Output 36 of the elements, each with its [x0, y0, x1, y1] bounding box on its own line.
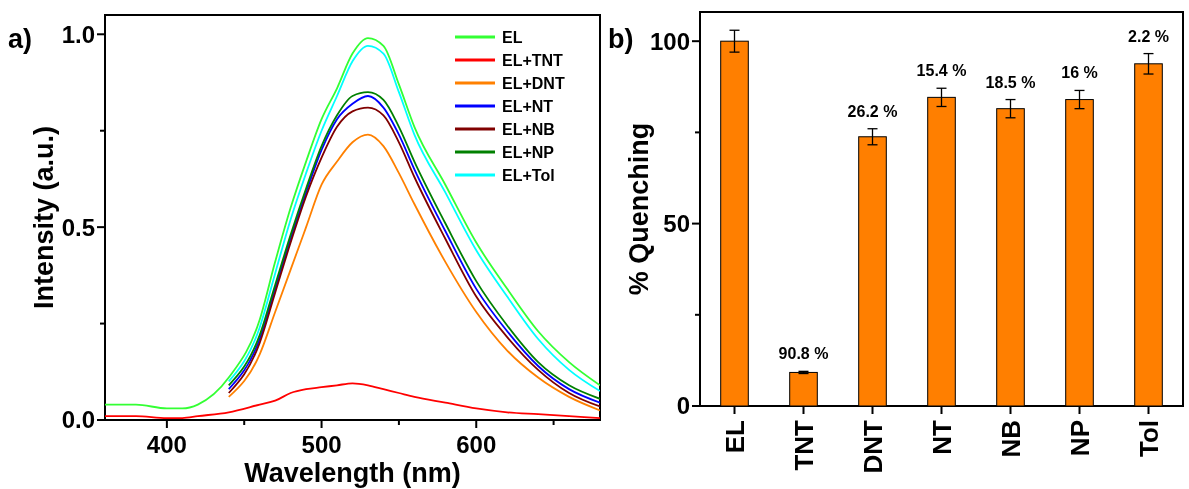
annotation: 26.2 %	[847, 102, 898, 120]
x-axis-title: Wavelength (nm)	[244, 458, 461, 488]
x-tick-label: NP	[1064, 420, 1095, 457]
x-tick-label: NT	[926, 419, 957, 455]
y-tick-label: 50	[663, 209, 690, 237]
y-axis-title: Intensity (a.u.)	[29, 125, 59, 310]
x-tick-label: Tol	[1133, 420, 1164, 458]
text: a)	[8, 24, 33, 54]
x-tick-label: DNT	[857, 419, 888, 474]
text: 0.0	[61, 406, 95, 434]
legend-label: EL+DNT	[502, 74, 565, 92]
legend-label: EL+NT	[502, 97, 554, 115]
y-tick-label: 0.5	[61, 213, 95, 241]
y-tick-label: 100	[649, 27, 690, 55]
x-tick-label: NB	[995, 420, 1026, 458]
annotation: 16 %	[1061, 64, 1098, 82]
y-tick-label: 0	[676, 392, 690, 420]
line-series	[227, 44, 600, 392]
x-tick-label: EL	[719, 419, 750, 454]
y-axis-title: % Quenching	[624, 122, 654, 296]
x-tick-label: TNT	[788, 419, 819, 471]
legend-label: EL	[502, 28, 523, 46]
legend-label: EL+NB	[502, 120, 555, 138]
y-tick-label: 1.0	[61, 20, 95, 48]
legend-label: EL+Tol	[502, 166, 555, 184]
annotation: 90.8 %	[778, 345, 829, 363]
annotation: 18.5 %	[985, 73, 1036, 91]
x-tick-label: 400	[146, 431, 187, 458]
annotation: 2.2 %	[1128, 27, 1169, 45]
legend-label: EL+TNT	[502, 51, 564, 69]
legend-label: EL+NP	[502, 143, 555, 161]
text: b)	[608, 24, 634, 54]
x-tick-label: 500	[301, 431, 342, 458]
annotation: 15.4 %	[916, 62, 967, 80]
line-series	[105, 382, 600, 419]
x-tick-label: 600	[456, 431, 497, 458]
